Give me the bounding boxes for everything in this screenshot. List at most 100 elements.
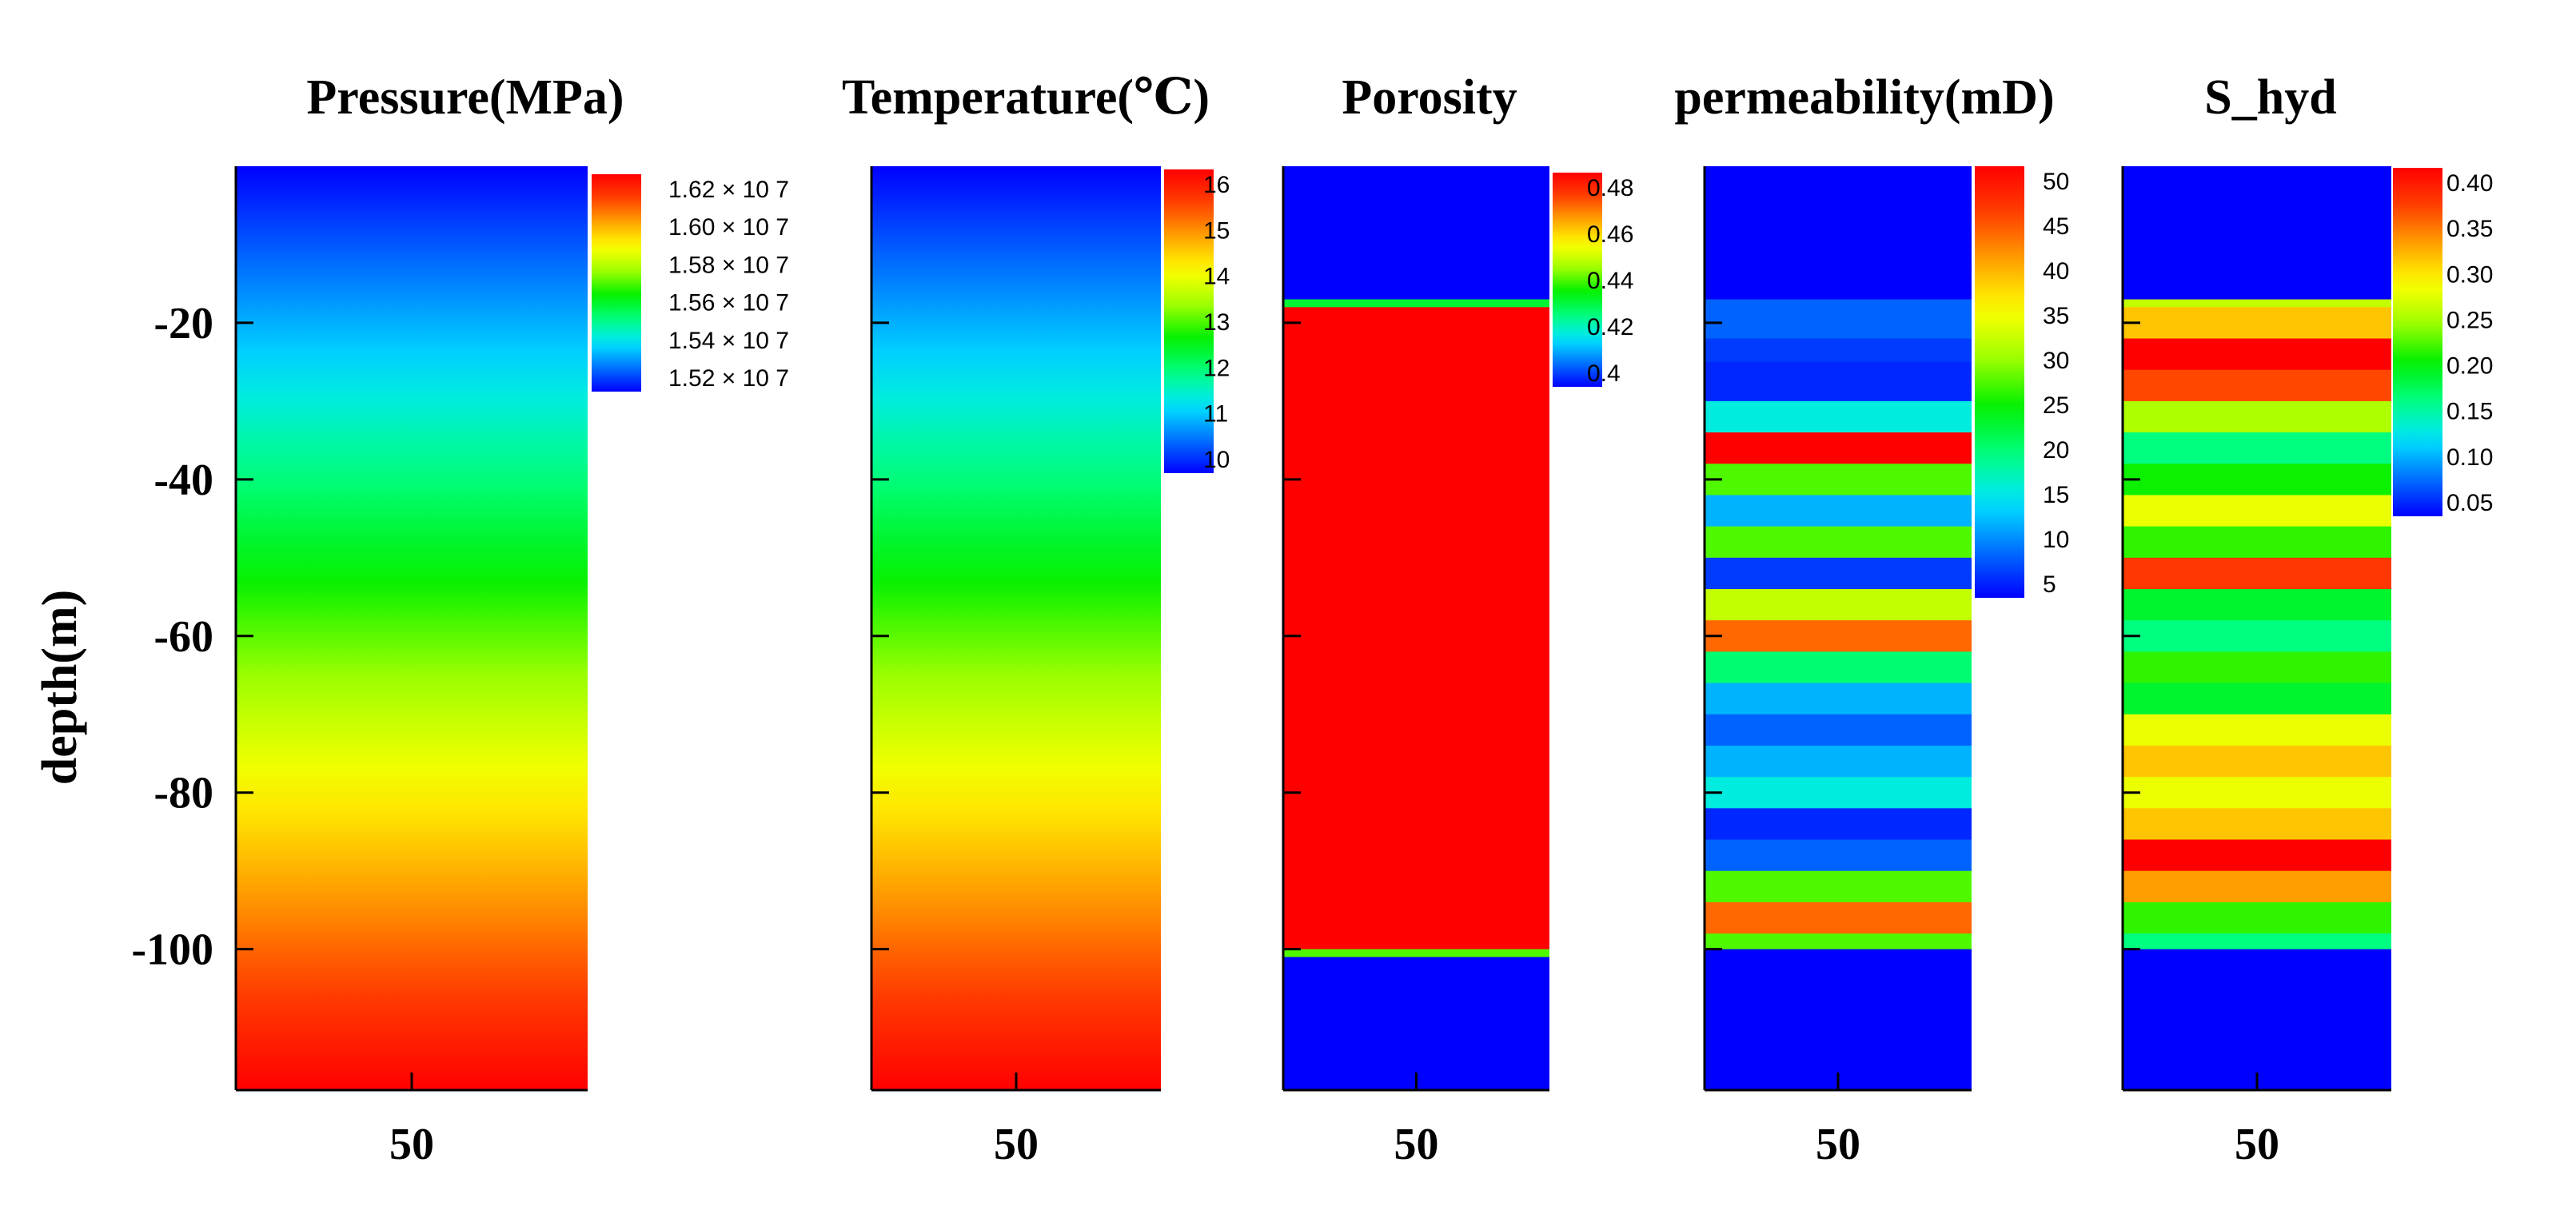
layer-band [2123,949,2391,1091]
layer-band [2123,620,2391,652]
layer-band [1283,957,1549,1091]
colorbar-tick-label: 10 [1203,447,1230,473]
layer-band [1705,620,1972,652]
layer-band [2123,745,2391,778]
layer-band [1705,902,1972,934]
colorbar [1553,173,1602,387]
colorbar-tick-label: 0.05 [2446,490,2493,516]
layer-band [2123,432,2391,464]
colorbar [1164,169,1214,473]
colorbar-tick-label: 0.30 [2446,261,2493,288]
colorbar-tick-label: 1.54 × 10 7 [668,328,789,354]
x-tick-label: 50 [2235,1120,2279,1169]
layer-band [1705,526,1972,559]
layer-band [1705,557,1972,590]
colorbar-tick-label: 0.4 [1587,360,1621,387]
colorbar-tick-label: 35 [2043,303,2069,329]
layer-band [1705,714,1972,746]
layer-band [1705,839,1972,872]
layer-band [2123,870,2391,903]
colorbar-tick-label: 0.42 [1587,314,1633,340]
y-axis-label: depth(m) [33,590,87,786]
layer-band [2123,464,2391,496]
layer-band [1705,683,1972,715]
colorbar-tick-label: 0.48 [1587,175,1633,201]
layer-band [1283,307,1549,950]
field-gradient [236,166,588,1090]
colorbar-tick-label: 0.15 [2446,399,2493,425]
layer-band [2123,683,2391,715]
layer-band [2123,777,2391,809]
layer-band [1705,949,1972,1091]
panel-title: permeability(mD) [1674,70,2054,125]
colorbar-tick-label: 10 [2043,527,2069,553]
y-tick-label: -80 [154,769,213,818]
panel-title: Porosity [1342,70,1517,125]
colorbar-tick-label: 45 [2043,213,2069,240]
colorbar-tick-label: 15 [1203,217,1230,244]
y-tick-label: -60 [154,612,213,662]
colorbar-tick-label: 11 [1203,401,1228,428]
panel-0: Pressure(MPa) -20 -40 -60 -80 -100 50 1.62 × 10… [131,70,789,1169]
y-tick-label: -100 [131,925,213,975]
x-tick-label: 50 [1816,1120,1860,1169]
panel-title: Pressure(MPa) [306,70,624,125]
layer-band [1283,299,1549,308]
layer-band [1705,589,1972,621]
field-gradient [871,166,1161,1090]
colorbar-tick-label: 0.44 [1587,268,1633,294]
colorbar-tick-label: 1.56 × 10 7 [668,290,789,316]
colorbar-tick-label: 25 [2043,392,2069,419]
layer-band [2123,902,2391,934]
panel-2: Porosity 50 0.48 0.46 0.44 0.42 0.4 [1282,70,1633,1169]
colorbar-tick-label: 0.20 [2446,353,2493,380]
x-tick-label: 50 [389,1120,434,1169]
layer-band [1705,870,1972,903]
layer-band [2123,307,2391,340]
colorbar-tick-label: 1.60 × 10 7 [668,214,789,241]
x-tick-label: 50 [1394,1120,1439,1169]
layer-band [1705,745,1972,778]
layer-band [2123,839,2391,872]
layer-band [2123,651,2391,684]
colorbar-tick-label: 0.46 [1587,221,1633,248]
panel-4: S_hyd 50 0.40 0.35 0.30 0.25 0.20 0.15 0.10 0.05 [2121,70,2493,1169]
layer-band [2123,933,2391,950]
colorbar-tick-label: 16 [1203,172,1230,198]
layer-band [1705,464,1972,496]
layer-band [1705,651,1972,684]
colorbar-tick-label: 15 [2043,482,2069,508]
colorbar-tick-label: 12 [1203,355,1230,381]
layer-band [1705,495,1972,527]
colorbar [592,174,641,392]
layer-band [2123,166,2391,301]
colorbar-tick-label: 5 [2043,571,2056,598]
layer-band [1705,777,1972,809]
colorbar [2393,168,2442,516]
layer-band [2123,369,2391,402]
layer-band [1283,949,1549,957]
panel-1: Temperature(℃) 50 16 15 14 13 12 11 10 [842,70,1230,1169]
layer-band [1705,432,1972,464]
layer-band [1283,166,1549,301]
colorbar-tick-label: 40 [2043,258,2069,285]
layer-band [2123,557,2391,590]
layer-band [1705,808,1972,841]
y-tick-label: -40 [154,456,213,505]
panel-title: S_hyd [2204,70,2336,125]
colorbar-tick-label: 0.10 [2446,444,2493,471]
colorbar-tick-label: 20 [2043,437,2069,464]
layer-band [2123,526,2391,559]
colorbar [1975,166,2024,598]
colorbar-tick-label: 14 [1203,264,1230,290]
colorbar-tick-label: 13 [1203,309,1230,336]
layer-band [2123,495,2391,527]
layer-band [1705,361,1972,402]
colorbar-tick-label: 50 [2043,169,2069,195]
colorbar-tick-label: 30 [2043,348,2069,374]
layer-band [2123,338,2391,371]
layer-band [1705,933,1972,950]
layer-band [2123,299,2391,308]
layer-band [2123,400,2391,433]
